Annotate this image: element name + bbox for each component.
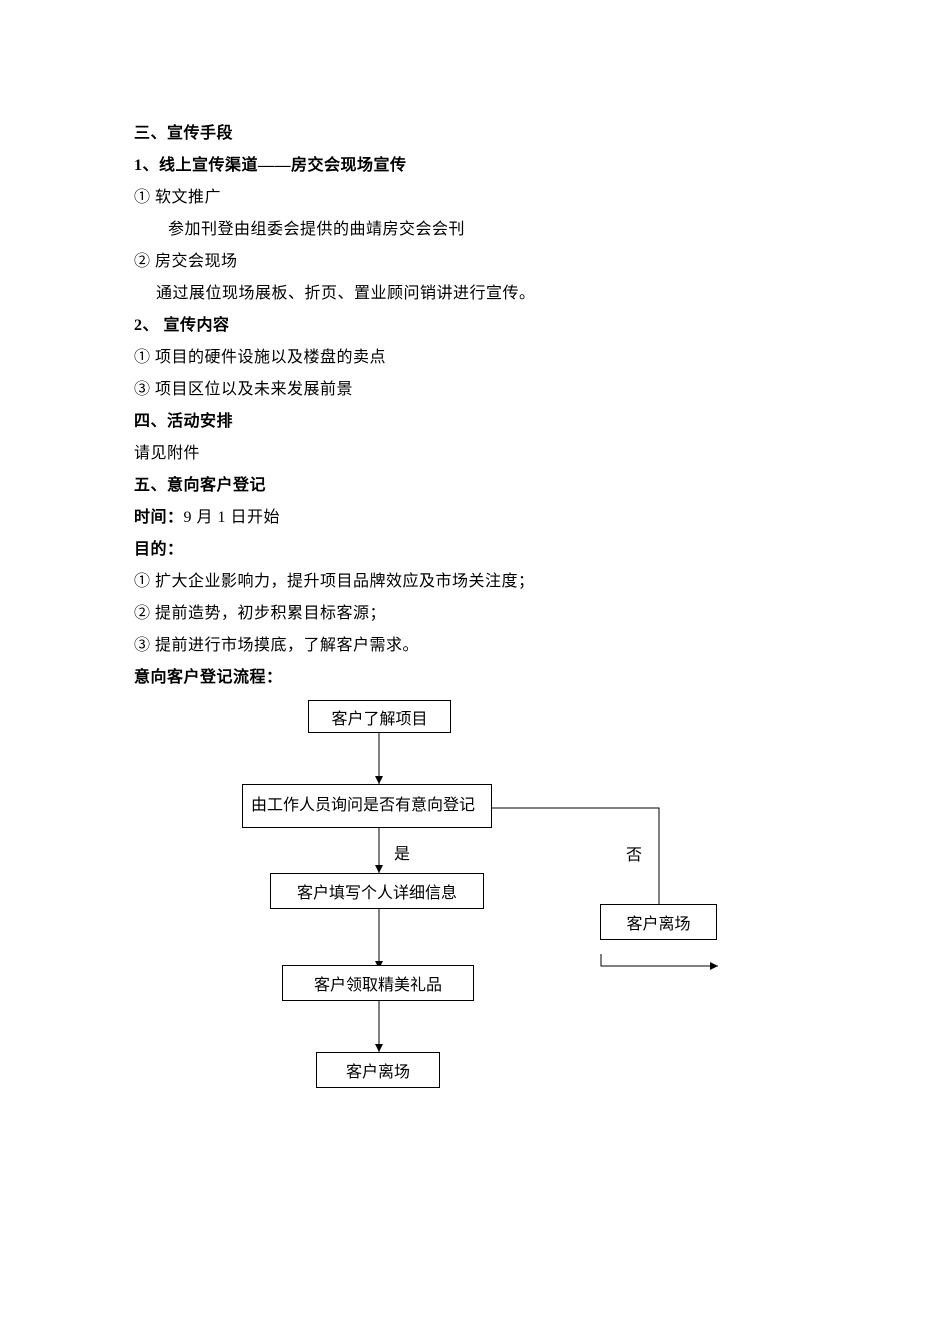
flow-node-n5: 客户离场	[316, 1052, 440, 1088]
section-5-flow-title: 意向客户登记流程：	[134, 662, 820, 694]
section-5-p1: ① 扩大企业影响力，提升项目品牌效应及市场关注度；	[134, 566, 820, 598]
section-3-1: 1、线上宣传渠道——房交会现场宣传	[134, 150, 820, 182]
time-label: 时间：	[134, 509, 184, 526]
section-3-1-a-body: 参加刊登由组委会提供的曲靖房交会会刊	[134, 214, 820, 246]
section-3-2-a: ① 项目的硬件设施以及楼盘的卖点	[134, 342, 820, 374]
flow-node-n4: 客户领取精美礼品	[282, 965, 474, 1001]
section-3-1-b: ② 房交会现场	[134, 246, 820, 278]
flow-node-n2: 由工作人员询问是否有意向登记	[242, 784, 492, 828]
section-3-1-a: ① 软文推广	[134, 182, 820, 214]
section-3-2: 2、 宣传内容	[134, 310, 820, 342]
flowchart-arrows	[134, 700, 820, 1130]
section-5-purpose-label: 目的：	[134, 534, 820, 566]
section-5-p3: ③ 提前进行市场摸底，了解客户需求。	[134, 630, 820, 662]
flow-edge-5	[601, 954, 718, 966]
flow-label-no: 否	[626, 841, 642, 865]
flow-node-n1: 客户了解项目	[308, 700, 451, 733]
section-5-p2: ② 提前造势，初步积累目标客源；	[134, 598, 820, 630]
flowchart: 客户了解项目由工作人员询问是否有意向登记客户填写个人详细信息客户领取精美礼品客户…	[134, 700, 820, 1130]
section-4-body: 请见附件	[134, 438, 820, 470]
section-3-title: 三、宣传手段	[134, 118, 820, 150]
flow-node-n3: 客户填写个人详细信息	[270, 873, 484, 909]
section-3-1-b-body: 通过展位现场展板、折页、置业顾问销讲进行宣传。	[134, 278, 820, 310]
section-5-title: 五、意向客户登记	[134, 470, 820, 502]
section-3-2-b: ③ 项目区位以及未来发展前景	[134, 374, 820, 406]
flow-node-n6: 客户离场	[600, 904, 717, 940]
section-5-time: 时间：9 月 1 日开始	[134, 502, 820, 534]
section-4-title: 四、活动安排	[134, 406, 820, 438]
flow-label-yes: 是	[394, 840, 410, 864]
time-value: 9 月 1 日开始	[184, 509, 281, 526]
